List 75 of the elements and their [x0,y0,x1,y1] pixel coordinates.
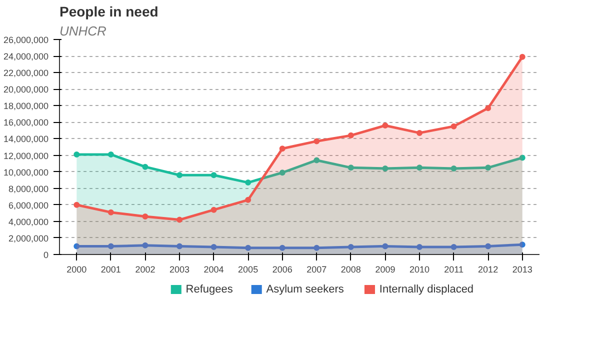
point [142,242,148,248]
point [74,243,80,250]
point [519,154,526,161]
x-tick-label: 2013 [512,264,532,274]
point [382,166,388,172]
x-tick-label: 2001 [100,264,121,274]
x-tick-label: 2008 [340,264,361,274]
point [348,132,354,138]
point [74,151,80,158]
point [450,123,457,130]
point [245,180,252,186]
point [176,216,182,223]
point [348,244,354,250]
point [74,202,80,208]
point [450,166,457,172]
point [314,244,320,251]
y-tick-label: 24,000,000 [3,52,49,62]
point [485,243,492,250]
point [416,164,422,171]
y-tick-label: 10,000,000 [3,167,49,178]
x-tick-label: 2010 [409,264,430,274]
point [450,244,457,250]
x-tick-label: 2004 [204,264,224,274]
legend-label: Internally displaced [379,284,474,296]
y-tick-label: 16,000,000 [3,118,49,128]
point [279,170,286,176]
legend-label: Refugees [186,284,234,296]
point [210,244,217,250]
point [279,244,286,251]
y-tick-label: 2,000,000 [8,233,49,244]
point [279,146,286,152]
point [519,54,526,60]
chart-title: People in need [60,4,158,20]
x-tick-label: 2012 [478,264,498,274]
x-tick-label: 2002 [135,264,156,274]
y-tick-label: 18,000,000 [3,101,49,112]
point [485,164,492,171]
point [245,196,252,203]
y-tick-label: 0 [43,250,49,260]
point [176,243,182,250]
y-tick-label: 12,000,000 [3,150,49,161]
x-tick-label: 2007 [306,264,327,274]
point [142,213,148,220]
point [176,172,182,178]
point [314,157,320,164]
x-tick-label: 2011 [444,264,464,274]
x-tick-label: 2000 [66,264,87,274]
point [416,244,422,250]
point [485,105,492,112]
y-tick-label: 8,000,000 [8,184,49,194]
y-tick-label: 26,000,000 [3,35,49,45]
y-tick-label: 20,000,000 [3,84,49,95]
y-tick-label: 14,000,000 [3,134,49,144]
point [210,206,217,213]
point [314,138,320,144]
point [382,122,388,128]
x-tick-label: 2006 [272,264,292,274]
x-tick-label: 2005 [238,264,258,274]
y-tick-label: 6,000,000 [8,200,49,210]
point [108,209,114,216]
point [348,164,354,171]
point [142,164,148,170]
point [108,243,114,250]
chart-subtitle: UNHCR [60,24,106,38]
x-tick-label: 2009 [375,264,396,274]
y-tick-label: 22,000,000 [3,68,49,78]
point [245,244,252,251]
point [416,130,422,136]
x-tick-label: 2003 [169,264,190,274]
point [210,172,217,178]
point [382,243,388,250]
point [519,242,526,248]
y-tick-label: 4,000,000 [8,216,49,227]
point [108,151,114,158]
legend-label: Asylum seekers [266,284,344,296]
